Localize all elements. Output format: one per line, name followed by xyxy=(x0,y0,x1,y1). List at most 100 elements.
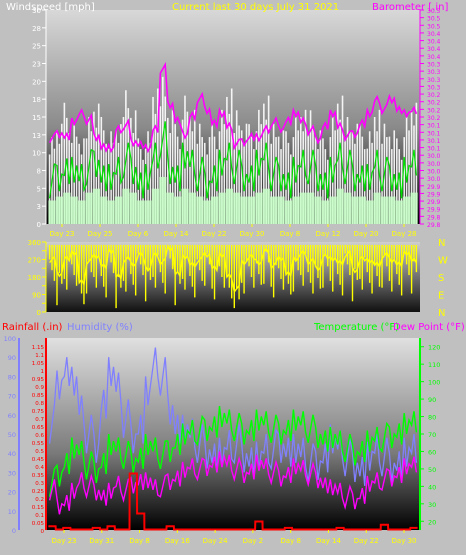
rain-tick-label: 1 xyxy=(41,369,45,375)
rain-tick-label: 0.35 xyxy=(32,473,45,479)
rain-tick-label: 0.55 xyxy=(32,441,45,447)
wind-min-fill xyxy=(114,196,123,224)
barometer-tick-label: 30.0 xyxy=(427,153,441,160)
dew-point-line xyxy=(48,451,418,515)
wind-min-fill xyxy=(63,192,71,224)
temperature-line xyxy=(48,406,418,497)
rain-tick-label: 0.75 xyxy=(32,409,45,415)
rain-tick-label: 0.15 xyxy=(32,505,45,511)
barometer-tick-label: 30.2 xyxy=(427,107,441,114)
wind-date-label: Day 8 xyxy=(280,230,301,238)
compass-label: N xyxy=(438,308,445,319)
climate-date-label: Day 14 xyxy=(316,537,342,545)
wind-min-fill xyxy=(373,192,381,224)
humidity-tick-label: 10 xyxy=(8,508,16,516)
rainfall-line xyxy=(48,472,418,531)
direction-tick-label: 90 xyxy=(32,292,41,300)
wind-min-fill xyxy=(321,200,330,224)
humidity-tick-label: 40 xyxy=(8,450,16,458)
humidity-tick-label: 60 xyxy=(8,412,16,420)
compass-label: N xyxy=(438,238,445,249)
climate-date-label: Day 16 xyxy=(165,537,191,545)
wind-tick-label: 30 xyxy=(32,7,41,15)
wind-tick-label: 13 xyxy=(32,132,41,140)
humidity-tick-label: 20 xyxy=(8,489,16,497)
wind-min-fill xyxy=(336,188,344,224)
wind-min-fill xyxy=(48,200,56,224)
rain-tick-label: 0.95 xyxy=(32,377,45,383)
rain-tick-label: 0.25 xyxy=(32,489,45,495)
humidity-tick-label: 100 xyxy=(4,335,16,343)
rain-tick-label: 0.2 xyxy=(35,497,44,503)
temperature-tick-label: 40 xyxy=(428,483,436,491)
temperature-tick-label: 70 xyxy=(428,431,436,439)
dew-point-title: Dew Point (°F) xyxy=(393,322,465,333)
wind-min-fill xyxy=(107,200,115,224)
wind-date-label: Day 30 xyxy=(240,230,265,238)
rain-tick-label: 0.3 xyxy=(35,481,44,487)
wind-date-label: Day 23 xyxy=(50,230,75,238)
wind-date-label: Day 14 xyxy=(164,230,190,238)
humidity-title: Humidity (%) xyxy=(67,322,133,333)
climate-date-label: Day 23 xyxy=(52,537,77,545)
wind-min-fill xyxy=(329,196,337,224)
wind-tick-label: 15 xyxy=(32,114,41,122)
humidity-tick-label: 30 xyxy=(8,469,16,477)
wind-date-label: Day 28 xyxy=(392,230,417,238)
wind-min-fill xyxy=(233,192,241,224)
wind-date-label: Day 20 xyxy=(354,230,379,238)
wind-min-fill xyxy=(100,196,108,224)
rain-tick-label: 1.1 xyxy=(35,353,44,359)
climate-date-label: Day 8 xyxy=(129,537,150,545)
temperature-tick-label: 90 xyxy=(428,396,436,404)
barometer-tick-label: 30.5 xyxy=(427,23,441,30)
temperature-tick-label: 20 xyxy=(428,518,436,526)
temperature-tick-label: 120 xyxy=(428,344,440,352)
wind-min-fill xyxy=(55,196,64,224)
rain-tick-label: 0.9 xyxy=(35,385,44,391)
barometer-tick-label: 30.5 xyxy=(427,8,441,15)
wind-min-fill xyxy=(218,192,226,224)
barometer-tick-label: 30.4 xyxy=(427,46,441,53)
barometer-tick-label: 29.8 xyxy=(427,222,441,229)
rain-tick-label: 0.65 xyxy=(32,425,45,431)
barometer-title: Barometer [.in] xyxy=(372,2,448,13)
compass-label: S xyxy=(438,273,444,284)
temperature-tick-label: 110 xyxy=(428,361,440,369)
temperature-tick-label: 60 xyxy=(428,448,436,456)
temperature-tick-label: 80 xyxy=(428,414,436,422)
humidity-tick-label: 50 xyxy=(8,431,16,439)
wind-min-fill xyxy=(284,200,293,224)
barometer-tick-label: 30.3 xyxy=(427,84,441,91)
barometer-tick-label: 30.0 xyxy=(427,161,441,168)
humidity-tick-label: 0 xyxy=(12,527,16,535)
wind-min-fill xyxy=(181,188,189,224)
wind-min-fill xyxy=(203,200,211,224)
wind-min-fill xyxy=(240,196,248,224)
barometer-line xyxy=(48,61,418,154)
direction-tick-label: 180 xyxy=(28,274,41,282)
wind-min-fill xyxy=(92,188,101,224)
direction-line xyxy=(49,244,418,294)
barometer-tick-label: 29.9 xyxy=(427,191,441,198)
barometer-tick-label: 30.3 xyxy=(427,62,441,69)
period-title: Current last 30 days July 31 2021 xyxy=(172,2,339,13)
barometer-tick-label: 30.0 xyxy=(427,169,441,176)
wind-average-line xyxy=(49,121,417,199)
wind-min-fill xyxy=(247,196,256,224)
compass-label: E xyxy=(438,291,444,302)
wind-min-fill xyxy=(255,192,263,224)
wind-min-fill xyxy=(343,192,352,224)
wind-min-fill xyxy=(380,196,389,224)
rain-tick-label: 0.8 xyxy=(35,401,44,407)
wind-date-label: Day 22 xyxy=(202,230,227,238)
wind-min-fill xyxy=(270,196,278,224)
rain-tick-label: 0.45 xyxy=(32,457,45,463)
rain-tick-label: 1.05 xyxy=(32,361,45,367)
barometer-tick-label: 30.1 xyxy=(427,130,441,137)
humidity-tick-label: 90 xyxy=(8,354,16,362)
barometer-tick-label: 30.2 xyxy=(427,100,441,107)
wind-date-label: Day 12 xyxy=(316,230,341,238)
wind-min-fill xyxy=(210,196,219,224)
wind-min-fill xyxy=(173,196,182,224)
